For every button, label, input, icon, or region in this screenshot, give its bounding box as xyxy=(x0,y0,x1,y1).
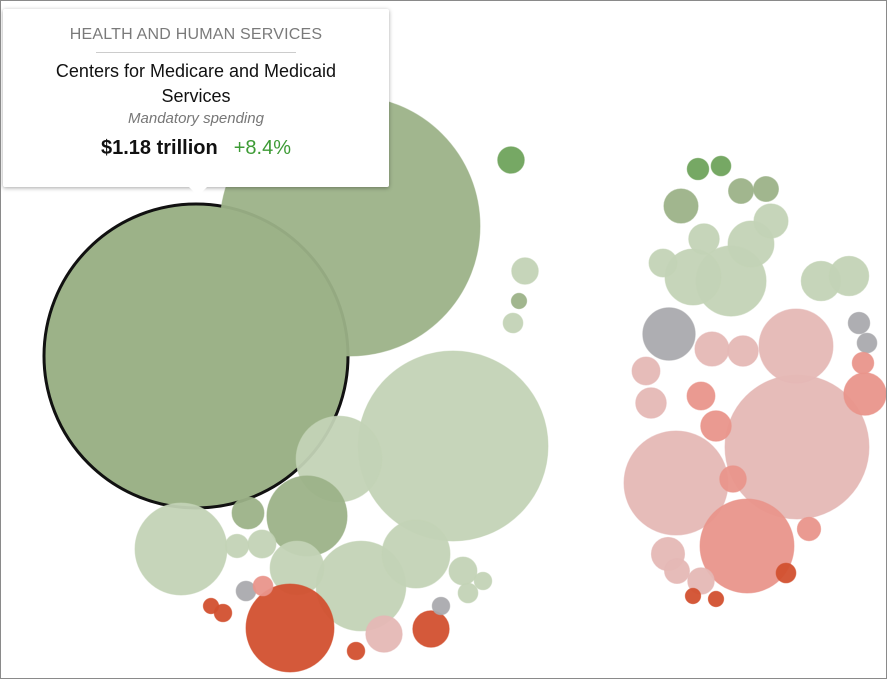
bubble[interactable] xyxy=(448,556,478,586)
bubble[interactable] xyxy=(457,582,479,604)
bubble[interactable] xyxy=(843,372,886,416)
bubble[interactable] xyxy=(631,356,661,386)
bubble[interactable] xyxy=(642,307,696,361)
bubble[interactable] xyxy=(224,533,250,559)
bubble[interactable] xyxy=(412,610,450,648)
bubble[interactable] xyxy=(694,331,730,367)
bubble[interactable] xyxy=(753,203,789,239)
bubble[interactable] xyxy=(710,155,732,177)
tooltip-department: HEALTH AND HUMAN SERVICES xyxy=(69,26,323,43)
bubble[interactable] xyxy=(719,465,747,493)
bubble[interactable] xyxy=(684,587,702,605)
bubble[interactable] xyxy=(851,351,875,375)
bubble[interactable] xyxy=(134,502,228,596)
bubble[interactable] xyxy=(473,571,493,591)
bubble[interactable] xyxy=(247,529,277,559)
bubble[interactable] xyxy=(635,387,667,419)
bubble[interactable] xyxy=(699,498,795,594)
tooltip-divider xyxy=(96,52,296,53)
tooltip-amount: $1.18 trillion xyxy=(101,137,218,159)
tooltip-spending-type: Mandatory spending xyxy=(128,110,264,127)
tooltip-pointer xyxy=(189,187,207,196)
bubble[interactable] xyxy=(511,257,539,285)
bubble[interactable] xyxy=(502,312,524,334)
bubble[interactable] xyxy=(381,519,451,589)
bubble[interactable] xyxy=(828,255,870,297)
bubble[interactable] xyxy=(686,381,716,411)
bubble[interactable] xyxy=(663,188,699,224)
bubble[interactable] xyxy=(847,311,871,335)
bubble[interactable] xyxy=(686,157,710,181)
bubble[interactable] xyxy=(707,590,725,608)
bubble[interactable] xyxy=(497,146,525,174)
bubble[interactable] xyxy=(648,248,678,278)
tooltip-agency: Centers for Medicare and Medicaid Servic… xyxy=(55,61,337,106)
bubble[interactable] xyxy=(700,410,732,442)
bubble[interactable] xyxy=(510,292,528,310)
bubble[interactable] xyxy=(753,176,779,202)
bubble[interactable] xyxy=(796,516,822,542)
bubble[interactable] xyxy=(758,308,834,384)
bubble[interactable] xyxy=(727,335,759,367)
bubble[interactable] xyxy=(728,178,754,204)
bubble[interactable] xyxy=(431,596,451,616)
bubble[interactable] xyxy=(245,583,335,673)
tooltip-change: +8.4% xyxy=(233,137,291,159)
bubble-tooltip: HEALTH AND HUMAN SERVICES Centers for Me… xyxy=(3,9,389,196)
bubble[interactable] xyxy=(346,641,366,661)
bubble[interactable] xyxy=(202,597,220,615)
bubble[interactable] xyxy=(664,558,690,584)
bubble[interactable] xyxy=(231,496,265,530)
bubble[interactable] xyxy=(365,615,403,653)
bubble[interactable] xyxy=(775,562,797,584)
bubble[interactable] xyxy=(856,332,878,354)
bubble[interactable] xyxy=(357,350,549,542)
bubble[interactable] xyxy=(252,575,274,597)
bubble[interactable] xyxy=(688,223,720,255)
